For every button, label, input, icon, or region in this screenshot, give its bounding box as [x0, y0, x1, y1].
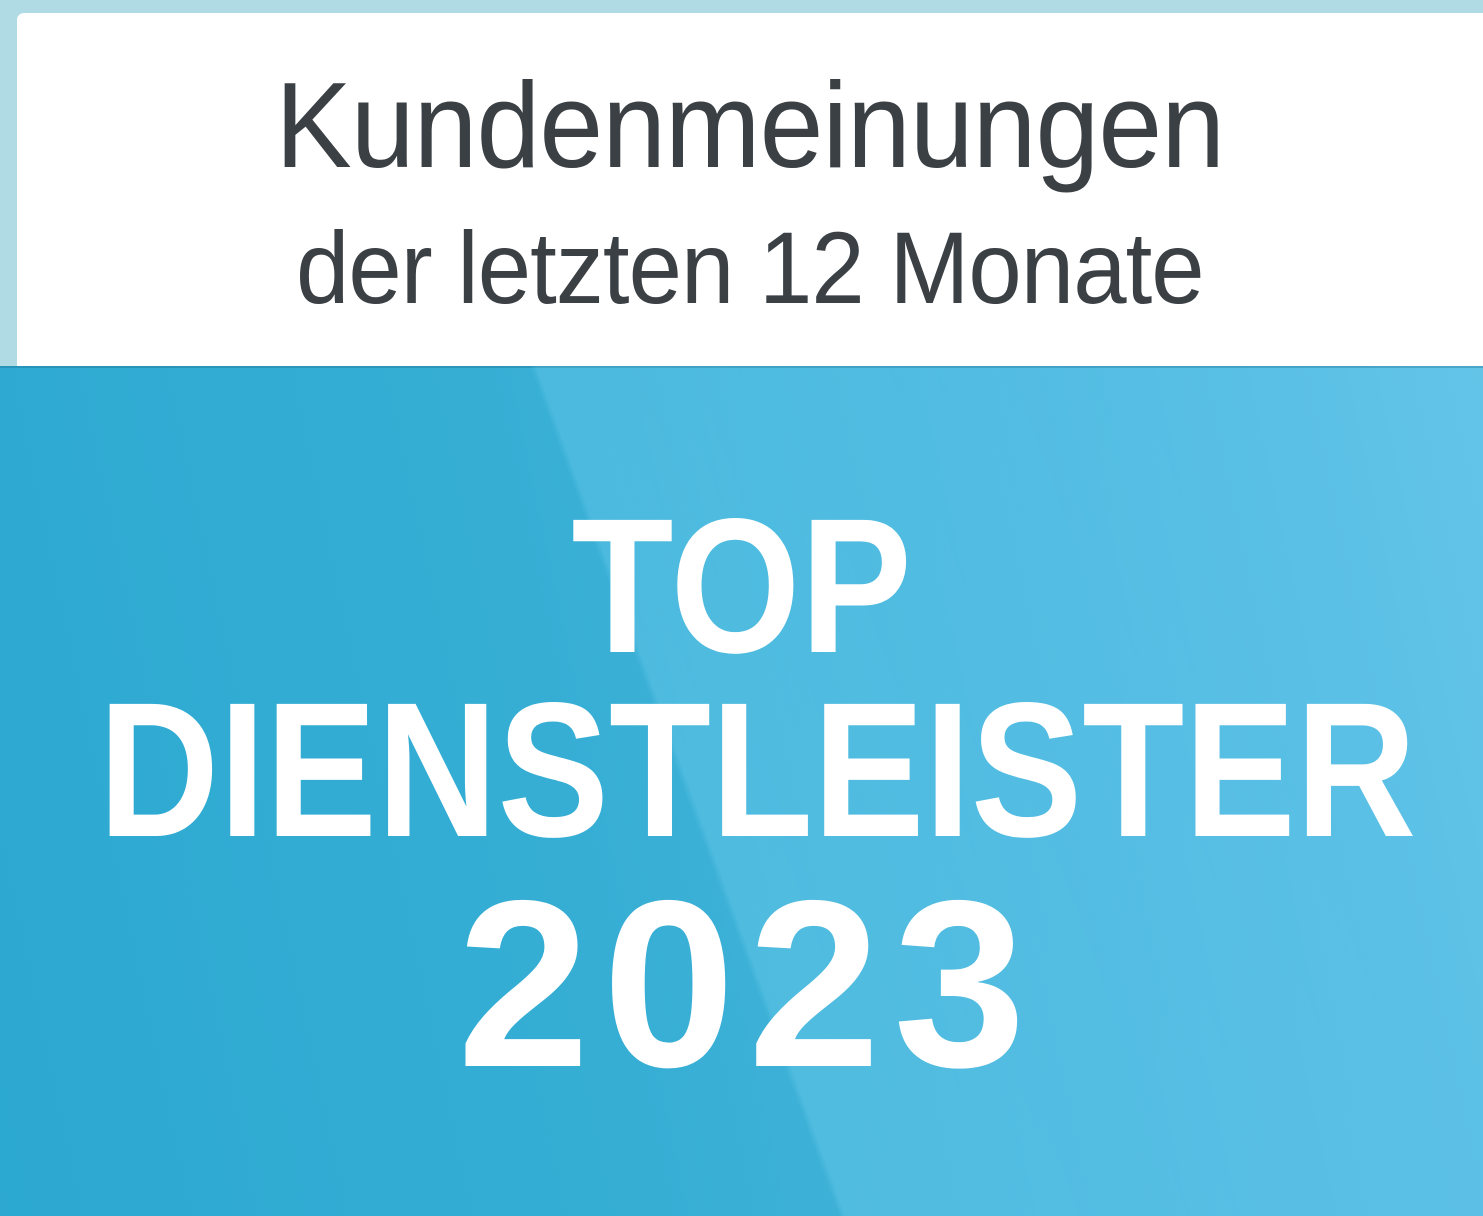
seal-word-dienstleister: DIENSTLEISTER	[0, 674, 1483, 866]
header-subtitle-text: der letzten 12 Monate	[296, 211, 1205, 325]
seal-section: TOP DIENSTLEISTER 2023	[0, 366, 1483, 1216]
seal-word-top-text: TOP	[571, 478, 912, 693]
header-panel: Kundenmeinungen der letzten 12 Monate	[17, 13, 1483, 366]
seal-year: 2023	[0, 866, 1483, 1104]
header-title: Kundenmeinungen	[17, 64, 1483, 186]
seal-word-dienstleister-text: DIENSTLEISTER	[98, 662, 1417, 877]
header-subtitle: der letzten 12 Monate	[17, 217, 1483, 319]
seal-year-text: 2023	[457, 852, 1039, 1117]
header-title-text: Kundenmeinungen	[275, 57, 1226, 193]
seal-word-top: TOP	[0, 490, 1483, 682]
